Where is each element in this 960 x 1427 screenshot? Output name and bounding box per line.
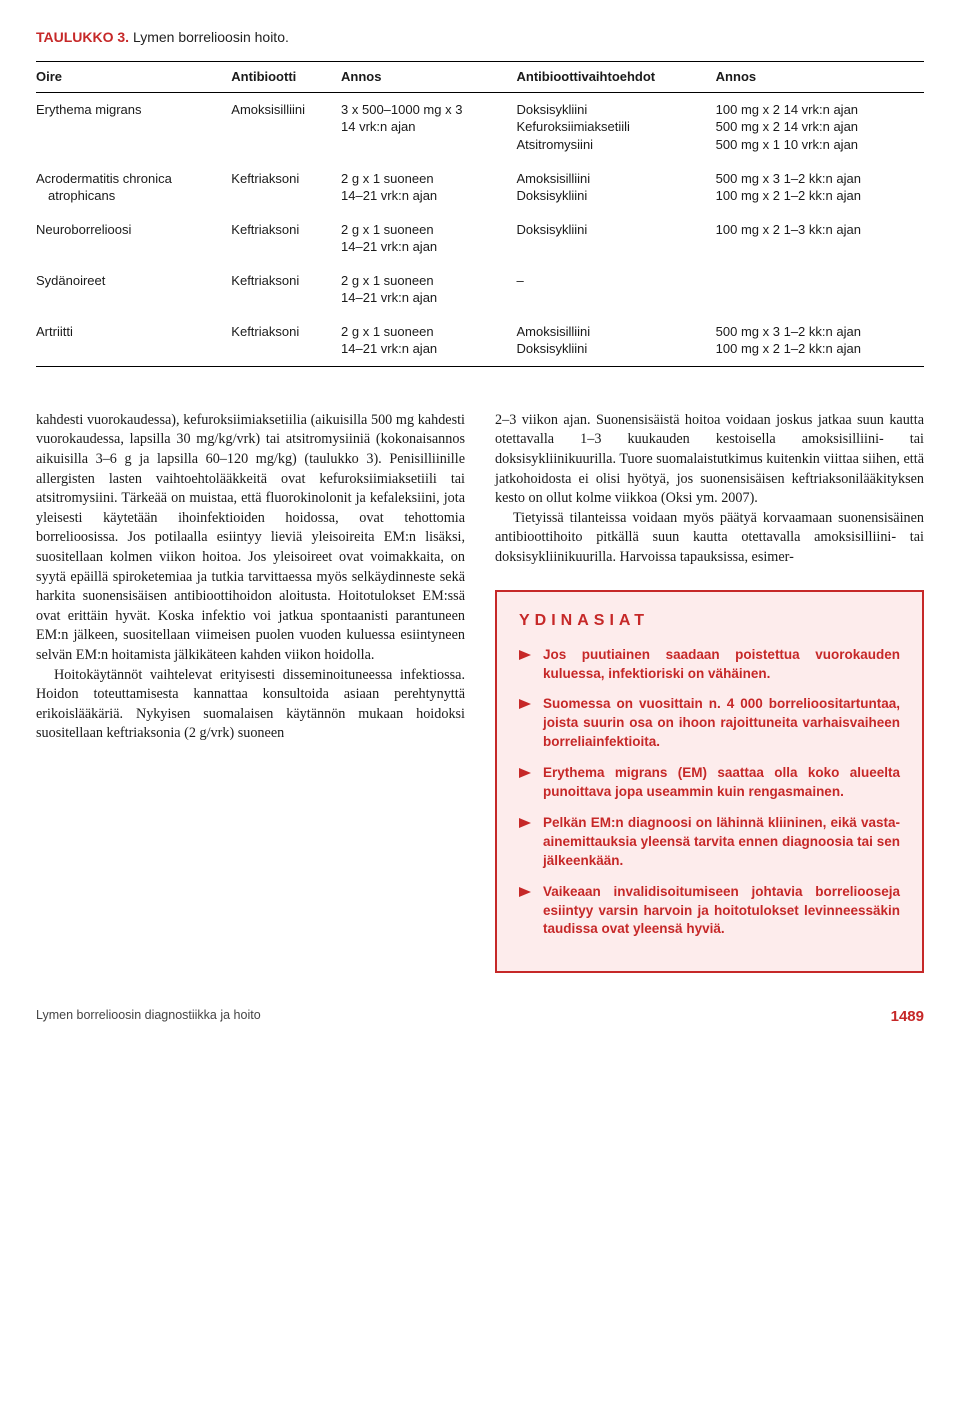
treatment-table: Oire Antibiootti Annos Antibioottivaihto…: [36, 61, 924, 367]
body-paragraph: 2–3 viikon ajan. Suonensisäistä hoitoa v…: [495, 411, 924, 509]
page-number: 1489: [891, 1007, 924, 1028]
cell-altdose: 500 mg x 3 1–2 kk:n ajan 100 mg x 2 1–2 …: [716, 162, 924, 213]
cell-oire: Artriitti: [36, 315, 231, 367]
cell-ab: Keftriaksoni: [231, 213, 341, 264]
cell-dose: 2 g x 1 suoneen 14–21 vrk:n ajan: [341, 162, 516, 213]
key-point: Jos puutiainen saadaan poistettua vuorok…: [519, 646, 900, 684]
table-caption-text: Lymen borrelioosin hoito.: [133, 29, 289, 45]
cell-dose: 2 g x 1 suoneen 14–21 vrk:n ajan: [341, 213, 516, 264]
table-row: Neuroborrelioosi Keftriaksoni 2 g x 1 su…: [36, 213, 924, 264]
table-row: Sydänoireet Keftriaksoni 2 g x 1 suoneen…: [36, 264, 924, 315]
col-oire: Oire: [36, 62, 231, 93]
cell-altdose: 100 mg x 2 1–3 kk:n ajan: [716, 213, 924, 264]
cell-altdose: [716, 264, 924, 315]
table-row: Artriitti Keftriaksoni 2 g x 1 suoneen 1…: [36, 315, 924, 367]
body-paragraph: kahdesti vuorokaudessa), kefuroksiimiaks…: [36, 411, 465, 666]
table-row: Erythema migrans Amoksisilliini 3 x 500–…: [36, 92, 924, 161]
key-point: Pelkän EM:n diagnoosi on lähinnä kliinin…: [519, 814, 900, 871]
cell-oire: Erythema migrans: [36, 92, 231, 161]
cell-ab: Amoksisilliini: [231, 92, 341, 161]
cell-altdose: 100 mg x 2 14 vrk:n ajan 500 mg x 2 14 v…: [716, 92, 924, 161]
col-vaihtoehdot: Antibioottivaihtoehdot: [517, 62, 716, 93]
col-annos2: Annos: [716, 62, 924, 93]
key-point: Suomessa on vuosittain n. 4 000 borrelio…: [519, 695, 900, 752]
cell-ab: Keftriaksoni: [231, 162, 341, 213]
key-points-list: Jos puutiainen saadaan poistettua vuorok…: [519, 646, 900, 940]
cell-oire: Sydänoireet: [36, 264, 231, 315]
cell-dose: 3 x 500–1000 mg x 3 14 vrk:n ajan: [341, 92, 516, 161]
page-footer: Lymen borrelioosin diagnostiikka ja hoit…: [36, 1007, 924, 1028]
col-antibiootti: Antibiootti: [231, 62, 341, 93]
cell-dose: 2 g x 1 suoneen 14–21 vrk:n ajan: [341, 315, 516, 367]
table-caption: TAULUKKO 3. Lymen borrelioosin hoito.: [36, 28, 924, 47]
key-points-box: YDINASIAT Jos puutiainen saadaan poistet…: [495, 590, 924, 974]
right-column: 2–3 viikon ajan. Suonensisäistä hoitoa v…: [495, 411, 924, 973]
cell-oire: Acrodermatitis chronica atrophicans: [36, 162, 231, 213]
col-annos: Annos: [341, 62, 516, 93]
cell-alt: –: [517, 264, 716, 315]
cell-alt: Doksisykliini Kefuroksiimiaksetiili Atsi…: [517, 92, 716, 161]
cell-alt: Doksisykliini: [517, 213, 716, 264]
key-point: Erythema migrans (EM) saattaa olla koko …: [519, 764, 900, 802]
cell-oire: Neuroborrelioosi: [36, 213, 231, 264]
body-paragraph: Hoitokäytännöt vaihtelevat erityisesti d…: [36, 666, 465, 744]
table-header-row: Oire Antibiootti Annos Antibioottivaihto…: [36, 62, 924, 93]
table-number: TAULUKKO 3.: [36, 29, 129, 45]
table-row: Acrodermatitis chronica atrophicans Keft…: [36, 162, 924, 213]
left-column: kahdesti vuorokaudessa), kefuroksiimiaks…: [36, 411, 465, 973]
body-columns: kahdesti vuorokaudessa), kefuroksiimiaks…: [36, 411, 924, 973]
key-points-title: YDINASIAT: [519, 610, 900, 632]
cell-alt: Amoksisilliini Doksisykliini: [517, 162, 716, 213]
cell-ab: Keftriaksoni: [231, 264, 341, 315]
body-paragraph: Tietyissä tilanteissa voidaan myös pääty…: [495, 509, 924, 568]
cell-altdose: 500 mg x 3 1–2 kk:n ajan 100 mg x 2 1–2 …: [716, 315, 924, 367]
key-point: Vaikeaan invalidisoitumiseen johtavia bo…: [519, 883, 900, 940]
cell-dose: 2 g x 1 suoneen 14–21 vrk:n ajan: [341, 264, 516, 315]
cell-alt: Amoksisilliini Doksisykliini: [517, 315, 716, 367]
footer-title: Lymen borrelioosin diagnostiikka ja hoit…: [36, 1007, 261, 1028]
cell-ab: Keftriaksoni: [231, 315, 341, 367]
